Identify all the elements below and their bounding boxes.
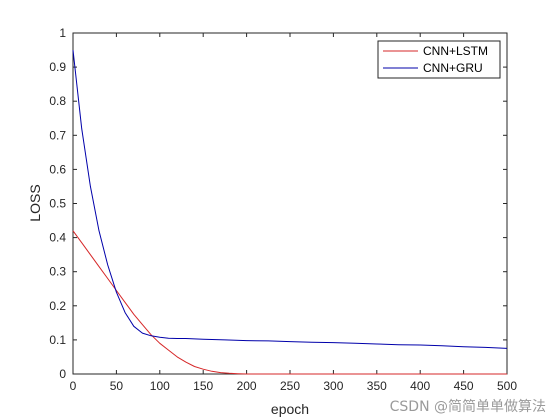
x-tick-label: 400 xyxy=(410,379,430,393)
y-tick-label: 0.9 xyxy=(49,60,66,74)
y-tick-label: 0.1 xyxy=(49,333,66,347)
legend-box xyxy=(377,40,501,79)
x-tick-label: 250 xyxy=(280,379,300,393)
series-line-cnn-gru xyxy=(72,50,508,349)
x-tick-label: 150 xyxy=(193,379,213,393)
y-tick-label: 0.4 xyxy=(49,231,66,245)
x-tick-label: 450 xyxy=(454,379,474,393)
y-tick-label: 0.3 xyxy=(49,265,66,279)
series-lines xyxy=(72,50,508,375)
x-axis-ticks: 0 50 100 150 200 250 300 350 400 450 500 xyxy=(70,33,517,393)
legend-entry-label: CNN+GRU xyxy=(423,61,483,75)
y-tick-label: 0.2 xyxy=(49,299,66,313)
x-tick-label: 200 xyxy=(237,379,257,393)
x-tick-label: 350 xyxy=(367,379,387,393)
x-axis-label: epoch xyxy=(271,401,309,417)
y-axis-label: LOSS xyxy=(27,184,43,221)
x-tick-label: 100 xyxy=(150,379,170,393)
y-tick-label: 0.6 xyxy=(49,162,66,176)
y-axis-ticks: 0 0.1 0.2 0.3 0.4 0.5 0.6 0.7 0.8 0.9 1 xyxy=(49,26,507,381)
x-tick-label: 50 xyxy=(110,379,124,393)
y-tick-label: 0.5 xyxy=(49,197,66,211)
x-tick-label: 0 xyxy=(70,379,77,393)
x-tick-label: 500 xyxy=(497,379,517,393)
y-tick-label: 0.8 xyxy=(49,94,66,108)
series-line-cnn-lstm xyxy=(72,230,507,375)
y-tick-label: 0 xyxy=(59,367,66,381)
watermark: CSDN @简简单单做算法 xyxy=(389,399,546,415)
y-tick-label: 1 xyxy=(59,26,66,40)
legend: CNN+LSTM CNN+GRU xyxy=(377,40,501,79)
y-tick-label: 0.7 xyxy=(49,128,66,142)
legend-entry-label: CNN+LSTM xyxy=(423,44,488,58)
x-tick-label: 300 xyxy=(323,379,343,393)
plot-area xyxy=(72,32,508,375)
